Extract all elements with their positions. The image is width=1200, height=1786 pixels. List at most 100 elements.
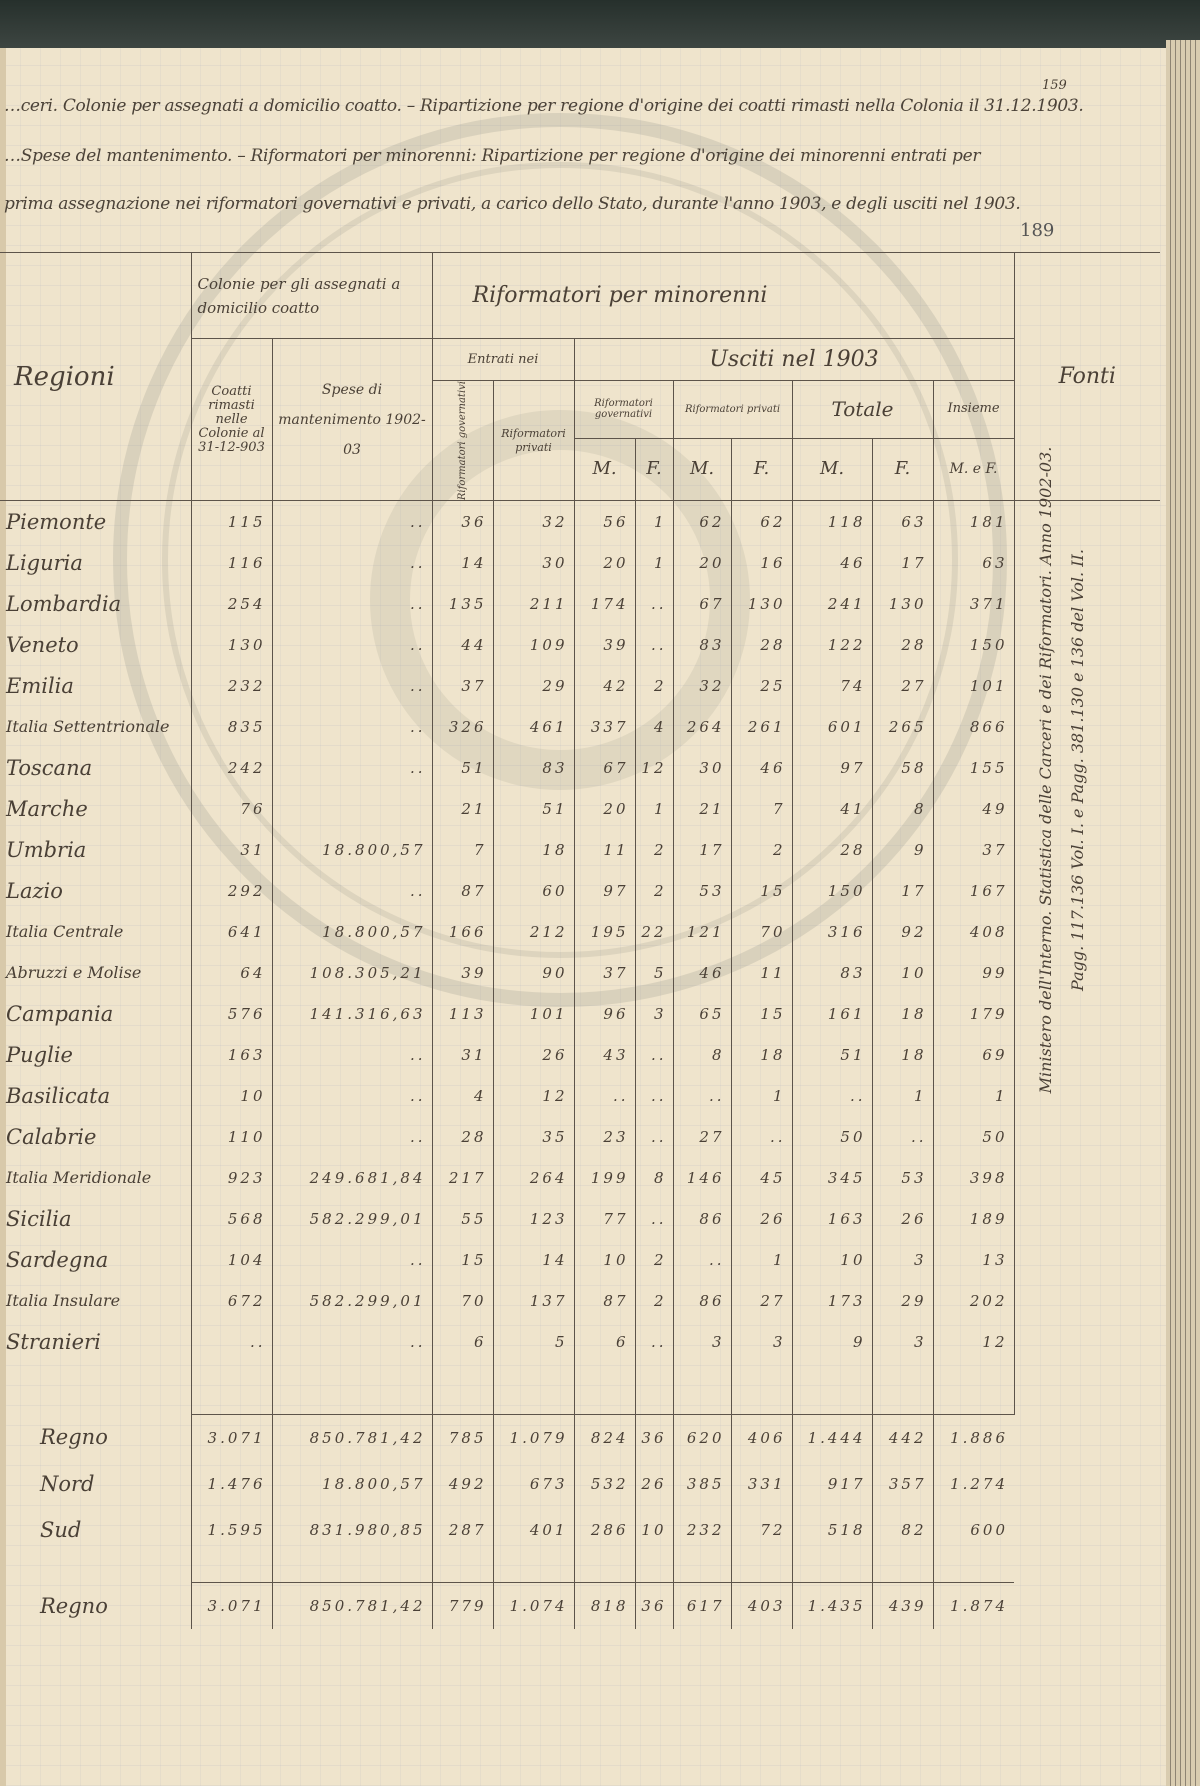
total-row: Regno 3.071 850.781,42 779 1.074 818 36 617 403 1… bbox=[0, 1582, 1160, 1630]
cell-usciti-priv-m: 32 bbox=[672, 665, 732, 707]
spacer bbox=[431, 1362, 494, 1415]
cell-insieme: 600 bbox=[932, 1506, 1015, 1553]
table-row: Liguria 116.. 14 30 20 1 20 16 46 17 63 bbox=[0, 542, 1161, 584]
spacer bbox=[672, 1552, 732, 1583]
cell-coatti-rimasti: 1.476 bbox=[190, 1460, 272, 1507]
cell-usciti-priv-f: 16 bbox=[730, 542, 793, 584]
cell-spese: .. bbox=[271, 583, 433, 625]
cell-totale-f: 26 bbox=[871, 1198, 934, 1240]
cell-totale-m: 118 bbox=[791, 500, 873, 543]
cell-insieme: 101 bbox=[932, 665, 1015, 707]
fonti-cell bbox=[1013, 1321, 1161, 1363]
cell-spese: .. bbox=[271, 1034, 433, 1076]
cell-insieme: 167 bbox=[932, 870, 1015, 912]
table-row: Sardegna 104.. 15 14 10 2.. 1 10 3 13 bbox=[0, 1239, 1161, 1281]
header-insieme: Insieme bbox=[932, 380, 1015, 439]
cell-entrati-priv: 211 bbox=[492, 583, 575, 625]
cell-spese: .. bbox=[271, 1321, 433, 1363]
cell-usciti-gov-m: 174 bbox=[573, 583, 636, 625]
region-name: Campania bbox=[6, 1001, 114, 1026]
fonti-cell bbox=[1013, 665, 1161, 707]
table-row: Italia Settentrionale 835.. 326 461 337 4 264 2… bbox=[0, 706, 1161, 748]
cell-entrati-priv: 673 bbox=[492, 1460, 575, 1507]
header-riformatori: Riformatori per minorenni bbox=[431, 252, 1015, 339]
cell-totale-m: 51 bbox=[791, 1034, 873, 1076]
cell-usciti-priv-f: 406 bbox=[730, 1413, 793, 1461]
cell-entrati-gov: 4 bbox=[431, 1075, 494, 1117]
cell-coatti-rimasti: 292 bbox=[190, 870, 272, 912]
cell-usciti-gov-f: .. bbox=[634, 1034, 674, 1076]
region-name: Italia Insulare bbox=[6, 1291, 121, 1311]
cell-entrati-gov: 51 bbox=[431, 747, 494, 789]
spacer bbox=[190, 1552, 272, 1583]
cell-coatti-rimasti: .. bbox=[190, 1321, 272, 1363]
cell-usciti-gov-f: .. bbox=[634, 1075, 674, 1117]
fonti-cell bbox=[1014, 1507, 1160, 1553]
page-edges bbox=[1166, 40, 1200, 1786]
cell-totale-f: 28 bbox=[871, 624, 934, 666]
cell-coatti-rimasti: 254 bbox=[190, 583, 272, 625]
cell-usciti-priv-m: 620 bbox=[672, 1413, 732, 1461]
spacer bbox=[730, 1552, 793, 1583]
cell-usciti-gov-f: 1 bbox=[634, 500, 674, 543]
cell-totale-m: 28 bbox=[791, 829, 873, 871]
cell-totale-m: 917 bbox=[791, 1460, 873, 1507]
cell-coatti-rimasti: 115 bbox=[190, 500, 272, 543]
cell-entrati-priv: 18 bbox=[492, 829, 575, 871]
cell-totale-f: 439 bbox=[871, 1582, 934, 1630]
fonti-cell bbox=[1013, 500, 1161, 543]
cell-usciti-priv-m: 30 bbox=[672, 747, 732, 789]
table-row: Calabrie 110.. 28 35 23.. 27.. 50.. 50 bbox=[0, 1116, 1161, 1158]
header-usciti-governativi: Riformatori governativi bbox=[573, 380, 674, 439]
cell-usciti-gov-f: 36 bbox=[634, 1582, 674, 1630]
cell-usciti-gov-f: .. bbox=[634, 583, 674, 625]
table-row: Basilicata 10.. 4 12...... 1.. 1 1 bbox=[0, 1075, 1161, 1117]
cell-coatti-rimasti: 232 bbox=[190, 665, 272, 707]
cell-entrati-priv: 401 bbox=[492, 1506, 575, 1553]
cell-totale-f: 29 bbox=[871, 1280, 934, 1322]
cell-spese: 18.800,57 bbox=[271, 829, 433, 871]
fonti-cell bbox=[1013, 583, 1161, 625]
cell-entrati-priv: 51 bbox=[492, 788, 575, 830]
cell-totale-f: 18 bbox=[871, 1034, 934, 1076]
spacer bbox=[271, 1362, 433, 1415]
cell-coatti-rimasti: 576 bbox=[190, 993, 272, 1035]
table-row: Abruzzi e Molise 64 108.305,21 39 90 37 5 46 11 8… bbox=[0, 952, 1161, 994]
region-name: Marche bbox=[6, 796, 88, 821]
cell-insieme: 63 bbox=[932, 542, 1015, 584]
cell-entrati-gov: 779 bbox=[431, 1582, 494, 1630]
header-usciti: Usciti nel 1903 bbox=[573, 338, 1015, 381]
cell-totale-f: 130 bbox=[871, 583, 934, 625]
fonti-cell bbox=[1013, 747, 1161, 789]
cell-entrati-gov: 55 bbox=[431, 1198, 494, 1240]
cell-totale-f: 17 bbox=[871, 542, 934, 584]
cell-usciti-gov-m: .. bbox=[573, 1075, 636, 1117]
cell-usciti-gov-f: 2 bbox=[634, 870, 674, 912]
cell-coatti-rimasti: 130 bbox=[190, 624, 272, 666]
cell-entrati-priv: 123 bbox=[492, 1198, 575, 1240]
cell-entrati-priv: 101 bbox=[492, 993, 575, 1035]
cell-entrati-gov: 31 bbox=[431, 1034, 494, 1076]
cell-usciti-gov-f: 1 bbox=[634, 788, 674, 830]
cell-entrati-priv: 32 bbox=[492, 500, 575, 543]
cell-usciti-priv-f: 46 bbox=[730, 747, 793, 789]
cell-usciti-gov-m: 96 bbox=[573, 993, 636, 1035]
cell-entrati-priv: 83 bbox=[492, 747, 575, 789]
spacer bbox=[634, 1362, 674, 1415]
cell-totale-f: 265 bbox=[871, 706, 934, 748]
cell-totale-f: 442 bbox=[871, 1413, 934, 1461]
spacer bbox=[431, 1552, 494, 1583]
cell-usciti-priv-f: 261 bbox=[730, 706, 793, 748]
spacer bbox=[492, 1552, 575, 1583]
header-gov-f: F. bbox=[634, 438, 674, 502]
cell-usciti-gov-m: 199 bbox=[573, 1157, 636, 1199]
fonti-cell bbox=[1014, 1414, 1160, 1461]
page-number: 189 bbox=[1020, 220, 1055, 241]
spacer bbox=[1013, 1362, 1161, 1415]
fonti-cell bbox=[1013, 952, 1161, 994]
cell-usciti-gov-m: 87 bbox=[573, 1280, 636, 1322]
cell-usciti-gov-f: 36 bbox=[634, 1413, 674, 1461]
cell-totale-f: .. bbox=[871, 1116, 934, 1158]
cell-usciti-gov-f: 8 bbox=[634, 1157, 674, 1199]
total-row: Nord 1.476 18.800,57 492 673 532 26 385 331 917 35… bbox=[0, 1460, 1160, 1507]
